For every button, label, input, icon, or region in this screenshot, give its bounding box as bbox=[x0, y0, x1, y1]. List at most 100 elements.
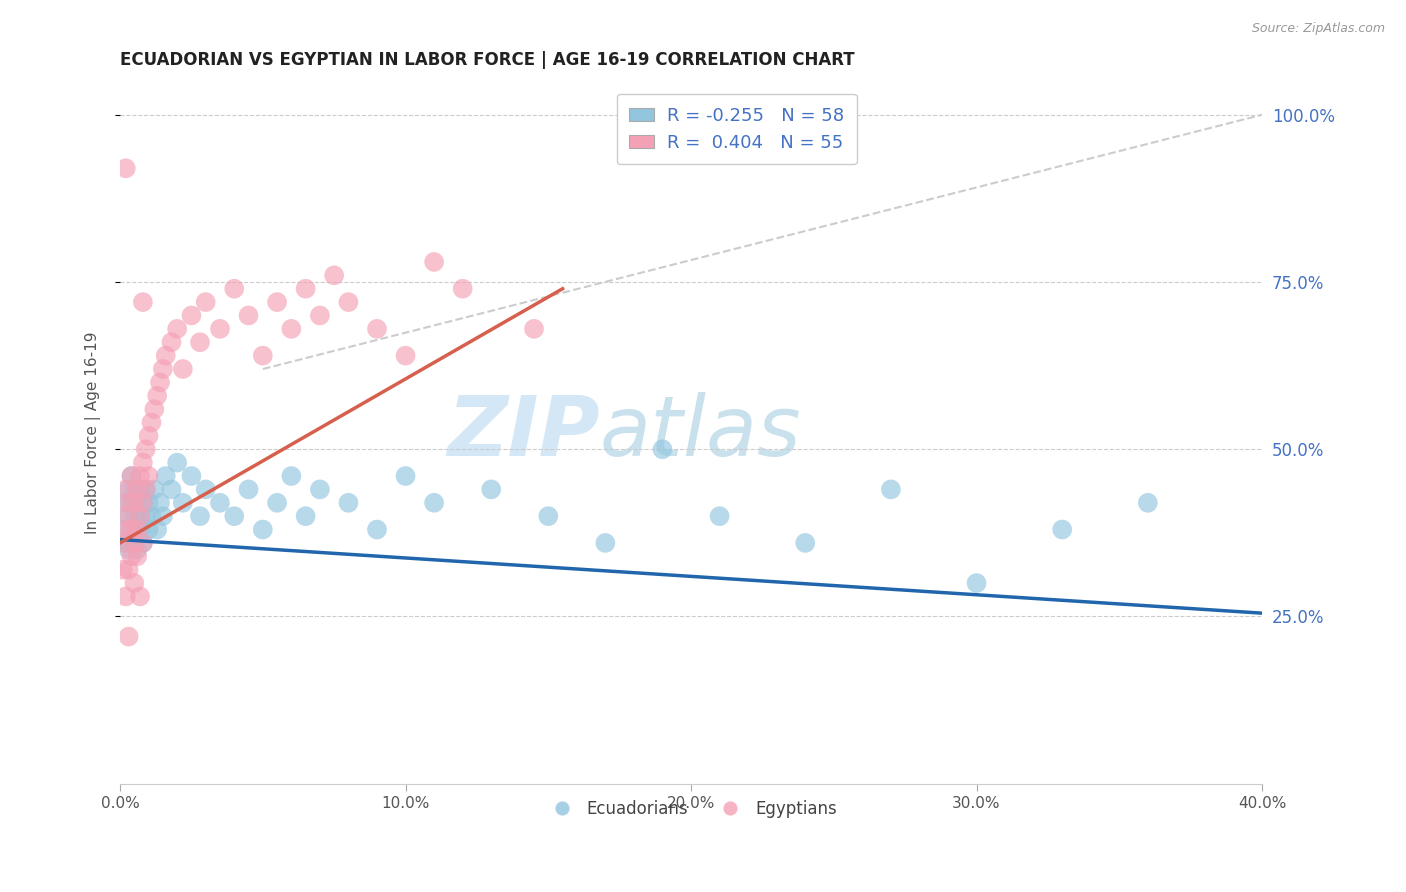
Point bbox=[124, 576, 146, 591]
Point bbox=[111, 563, 134, 577]
Point bbox=[117, 483, 139, 497]
Point bbox=[127, 542, 149, 557]
Text: ECUADORIAN VS EGYPTIAN IN LABOR FORCE | AGE 16-19 CORRELATION CHART: ECUADORIAN VS EGYPTIAN IN LABOR FORCE | … bbox=[120, 51, 855, 69]
Point bbox=[423, 255, 446, 269]
Text: atlas: atlas bbox=[600, 392, 801, 473]
Point bbox=[129, 509, 152, 524]
Point bbox=[114, 161, 136, 176]
Point bbox=[252, 523, 274, 537]
Point bbox=[188, 509, 211, 524]
Point bbox=[127, 496, 149, 510]
Point bbox=[141, 416, 163, 430]
Point bbox=[172, 496, 194, 510]
Point bbox=[127, 483, 149, 497]
Point bbox=[523, 322, 546, 336]
Point bbox=[451, 282, 474, 296]
Legend: Ecuadorians, Egyptians: Ecuadorians, Egyptians bbox=[538, 793, 844, 824]
Point bbox=[166, 322, 188, 336]
Point bbox=[127, 523, 149, 537]
Point bbox=[252, 349, 274, 363]
Point bbox=[132, 456, 155, 470]
Point bbox=[117, 563, 139, 577]
Point bbox=[121, 549, 143, 564]
Point bbox=[117, 496, 139, 510]
Point bbox=[479, 483, 502, 497]
Point bbox=[111, 523, 134, 537]
Point bbox=[114, 509, 136, 524]
Point bbox=[160, 335, 183, 350]
Point bbox=[180, 469, 202, 483]
Point bbox=[188, 335, 211, 350]
Point bbox=[280, 322, 302, 336]
Point bbox=[135, 442, 157, 457]
Point bbox=[294, 282, 316, 296]
Point bbox=[709, 509, 731, 524]
Point bbox=[132, 496, 155, 510]
Point bbox=[114, 483, 136, 497]
Y-axis label: In Labor Force | Age 16-19: In Labor Force | Age 16-19 bbox=[86, 331, 101, 533]
Point bbox=[141, 509, 163, 524]
Point bbox=[595, 536, 617, 550]
Point bbox=[138, 429, 160, 443]
Point bbox=[138, 523, 160, 537]
Point bbox=[238, 483, 260, 497]
Point bbox=[121, 496, 143, 510]
Point bbox=[149, 496, 172, 510]
Point bbox=[146, 523, 169, 537]
Point bbox=[323, 268, 346, 283]
Point bbox=[129, 483, 152, 497]
Point bbox=[124, 536, 146, 550]
Point bbox=[309, 483, 332, 497]
Point bbox=[155, 349, 177, 363]
Text: ZIP: ZIP bbox=[447, 392, 600, 473]
Point bbox=[166, 456, 188, 470]
Point bbox=[117, 509, 139, 524]
Point bbox=[121, 523, 143, 537]
Point bbox=[135, 483, 157, 497]
Point bbox=[132, 536, 155, 550]
Point bbox=[280, 469, 302, 483]
Point bbox=[111, 536, 134, 550]
Point bbox=[114, 496, 136, 510]
Point bbox=[366, 523, 388, 537]
Point bbox=[127, 523, 149, 537]
Point bbox=[208, 496, 231, 510]
Point bbox=[152, 509, 174, 524]
Point bbox=[114, 536, 136, 550]
Point bbox=[146, 389, 169, 403]
Point bbox=[194, 483, 217, 497]
Point bbox=[266, 295, 288, 310]
Point bbox=[238, 309, 260, 323]
Point bbox=[794, 536, 817, 550]
Point bbox=[1050, 523, 1073, 537]
Point bbox=[366, 322, 388, 336]
Point bbox=[124, 496, 146, 510]
Point bbox=[124, 509, 146, 524]
Point bbox=[337, 496, 360, 510]
Point bbox=[149, 376, 172, 390]
Text: Source: ZipAtlas.com: Source: ZipAtlas.com bbox=[1251, 22, 1385, 36]
Point bbox=[121, 523, 143, 537]
Point bbox=[537, 509, 560, 524]
Point bbox=[160, 483, 183, 497]
Point bbox=[180, 309, 202, 323]
Point bbox=[309, 309, 332, 323]
Point bbox=[394, 349, 416, 363]
Point bbox=[117, 542, 139, 557]
Point bbox=[129, 509, 152, 524]
Point bbox=[143, 483, 166, 497]
Point bbox=[132, 295, 155, 310]
Point bbox=[124, 536, 146, 550]
Point bbox=[155, 469, 177, 483]
Point bbox=[152, 362, 174, 376]
Point bbox=[138, 469, 160, 483]
Point bbox=[1136, 496, 1159, 510]
Point bbox=[117, 523, 139, 537]
Point bbox=[135, 483, 157, 497]
Point bbox=[172, 362, 194, 376]
Point bbox=[143, 402, 166, 417]
Point bbox=[651, 442, 673, 457]
Point bbox=[138, 496, 160, 510]
Point bbox=[121, 469, 143, 483]
Point bbox=[224, 282, 246, 296]
